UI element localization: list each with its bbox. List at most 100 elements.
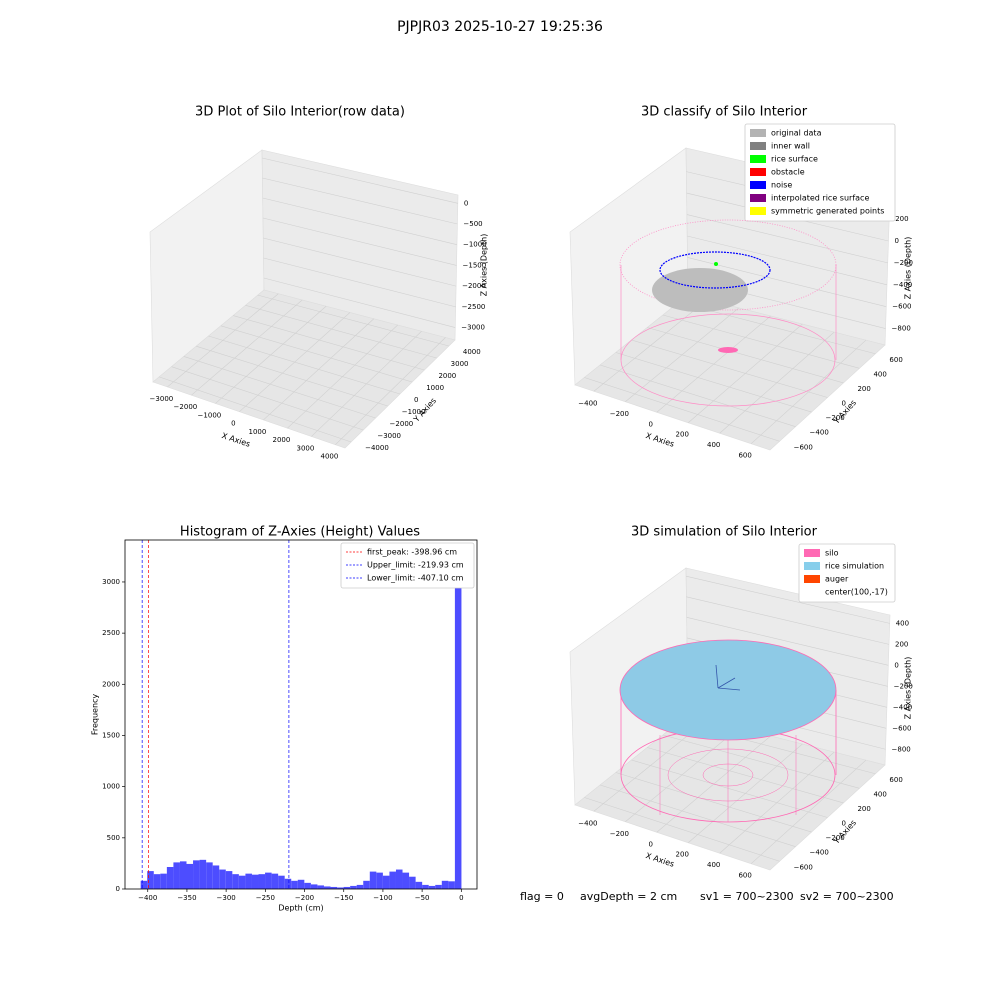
bar — [350, 885, 357, 889]
grid-line — [686, 596, 890, 645]
y-tick-label: −600 — [794, 443, 813, 451]
y-tick-label: 0 — [414, 396, 418, 404]
x-tick-label: −50 — [415, 894, 430, 902]
y-tick-label: 200 — [857, 385, 870, 393]
grid-line — [262, 177, 458, 225]
y-tick-label: −4000 — [365, 444, 389, 452]
y-tick-label: 3000 — [451, 360, 469, 368]
x-tick-label: −400 — [578, 399, 597, 407]
x-tick-label: −200 — [610, 410, 629, 418]
pane-floor — [574, 714, 886, 871]
bar — [186, 863, 194, 889]
grid-line — [245, 305, 437, 359]
bar — [153, 874, 161, 889]
bar — [206, 862, 213, 889]
legend-swatch — [750, 207, 766, 215]
x-tick-label: 0 — [649, 840, 653, 848]
z-tick-label: −600 — [892, 303, 911, 311]
cylinder-top — [619, 219, 837, 311]
pane-floor — [152, 289, 456, 449]
legend-label: Lower_limit: -407.10 cm — [367, 574, 464, 583]
legend-label: first_peak: -398.96 cm — [367, 548, 457, 557]
pane-floor — [574, 294, 886, 451]
x-tick-label: −400 — [138, 894, 157, 902]
legend-label: Upper_limit: -219.93 cm — [367, 561, 464, 570]
z-tick-label: 200 — [895, 215, 908, 223]
bar — [291, 880, 298, 889]
grid-line — [687, 235, 888, 286]
panes — [149, 149, 459, 449]
bar — [330, 886, 338, 889]
bar — [271, 873, 279, 889]
bar — [251, 874, 259, 889]
y-tick-label: −1000 — [402, 408, 426, 416]
subplot-title: Histogram of Z-Axies (Height) Values — [180, 525, 420, 540]
y-tick-label: 2500 — [102, 629, 120, 637]
x-axis-label: Depth (cm) — [278, 904, 323, 913]
grid-line — [600, 364, 796, 427]
x-tick-label: −200 — [295, 894, 314, 902]
grid-line — [262, 157, 458, 204]
z-tick-label: −800 — [892, 325, 911, 333]
y-tick-label: 1500 — [102, 731, 120, 739]
grid-line — [257, 294, 449, 347]
bar — [245, 873, 252, 889]
y-tick-label: 400 — [873, 370, 886, 378]
grid-line — [686, 214, 888, 264]
z-tick-label: −1500 — [463, 261, 487, 269]
grid-line — [159, 376, 352, 443]
bar — [225, 871, 233, 889]
bar — [317, 885, 324, 889]
x-tick-label: 4000 — [320, 453, 338, 461]
y-tick-label: 0 — [842, 400, 846, 408]
grid-line — [662, 314, 860, 369]
legend-swatch — [750, 168, 766, 176]
figure-title: PJPJR03 2025-10-27 19:25:36 — [397, 19, 603, 35]
bar — [147, 871, 154, 889]
bar — [238, 875, 246, 889]
y-tick-label: −400 — [810, 429, 829, 437]
z-axis-label: Z Axies (Depth) — [904, 237, 913, 300]
bar — [160, 873, 167, 889]
z-tick-label: 0 — [464, 199, 468, 207]
bar — [284, 878, 292, 889]
z-tick-label: 0 — [894, 237, 898, 245]
y-tick-label: 400 — [873, 790, 886, 798]
legend-label: noise — [771, 181, 792, 190]
z-tick-label: −2000 — [462, 282, 486, 290]
grid-line — [183, 356, 376, 419]
bar — [219, 869, 226, 889]
z-tick-label: −200 — [894, 259, 913, 267]
y-tick-label: 3000 — [102, 578, 120, 586]
grid-line — [262, 217, 457, 266]
legend-swatch — [750, 181, 766, 189]
bar — [448, 881, 455, 889]
subplot-title: 3D simulation of Silo Interior — [631, 525, 818, 540]
x-tick-label: 600 — [738, 452, 751, 460]
inner-wall-cloud — [652, 268, 748, 312]
grid-line — [647, 747, 844, 804]
y-tick-label: 500 — [107, 834, 120, 842]
grid-line — [686, 617, 889, 666]
grid-line — [631, 759, 828, 818]
bar — [422, 884, 429, 889]
x-tick-label: 0 — [459, 894, 463, 902]
bar — [278, 875, 285, 889]
status-text: avgDepth = 2 cm — [580, 890, 677, 903]
y-tick-label: −2000 — [390, 420, 414, 428]
z-tick-label: −400 — [893, 281, 912, 289]
x-tick-label: 3000 — [296, 444, 314, 452]
bar — [382, 875, 390, 889]
x-tick-label: −150 — [334, 894, 353, 902]
z-tick-label: −1000 — [463, 241, 487, 249]
x-tick-label: 400 — [707, 441, 720, 449]
y-tick-label: 200 — [857, 805, 870, 813]
legend-label: rice surface — [771, 155, 818, 164]
legend-label: rice simulation — [825, 562, 884, 571]
bar — [179, 861, 187, 889]
x-tick-label: −100 — [373, 894, 392, 902]
bar — [363, 880, 370, 889]
legend-label: original data — [771, 129, 822, 138]
bar — [343, 886, 351, 889]
